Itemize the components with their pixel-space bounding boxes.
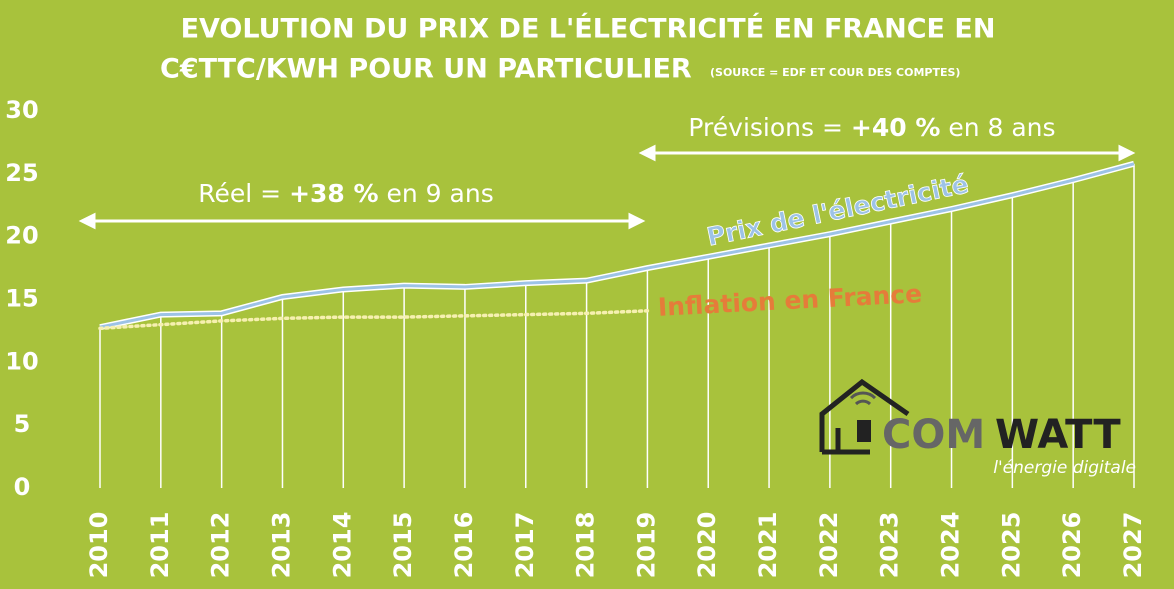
line xyxy=(98,309,650,331)
x-tick-label: 2020 xyxy=(693,512,721,579)
logo-text: COM xyxy=(882,412,985,458)
x-tick-label: 2010 xyxy=(85,512,113,579)
y-tick-label: 20 xyxy=(5,222,38,250)
x-tick-label: 2012 xyxy=(207,512,235,579)
x-tick-label: 2025 xyxy=(997,512,1025,579)
x-tick-label: 2024 xyxy=(937,512,965,579)
y-tick-label: 10 xyxy=(5,347,38,375)
y-tick-label: 5 xyxy=(14,410,31,438)
chart-title: EVOLUTION DU PRIX DE L'ÉLECTRICITÉ EN FR… xyxy=(181,13,996,45)
arrows xyxy=(78,144,1136,230)
logo-tagline: l'énergie digitale xyxy=(993,458,1136,478)
x-tick-label: 2011 xyxy=(146,512,174,579)
line xyxy=(99,162,1135,329)
x-tick-label: 2023 xyxy=(876,512,904,579)
y-tick-label: 25 xyxy=(5,159,38,187)
chart-subtitle: (SOURCE = EDF ET COUR DES COMPTES) xyxy=(710,66,960,79)
x-tick-label: 2026 xyxy=(1058,512,1086,579)
chart-title: C€TTC/KWH POUR UN PARTICULIER xyxy=(160,54,692,85)
x-tick-label: 2017 xyxy=(511,512,539,579)
y-tick-label: 0 xyxy=(14,473,31,501)
x-tick-label: 2014 xyxy=(328,512,356,579)
logo: COM WATT l'énergie digitale xyxy=(819,378,1136,478)
x-tick-label: 2022 xyxy=(815,512,843,579)
annotation: Prévisions = +40 % en 8 ans xyxy=(688,113,1055,142)
x-tick-label: 2018 xyxy=(572,512,600,579)
x-tick-label: 2019 xyxy=(632,512,660,579)
x-tick-label: 2027 xyxy=(1119,512,1147,579)
annotation: Réel = +38 % en 9 ans xyxy=(198,179,493,208)
x-tick-label: 2021 xyxy=(754,512,782,579)
logo-text: WATT xyxy=(995,412,1121,458)
y-tick-label: 15 xyxy=(5,285,38,313)
y-tick-label: 30 xyxy=(5,96,38,124)
x-tick-label: 2015 xyxy=(389,512,417,579)
x-tick-label: 2016 xyxy=(450,512,478,579)
x-tick-label: 2013 xyxy=(267,512,295,579)
